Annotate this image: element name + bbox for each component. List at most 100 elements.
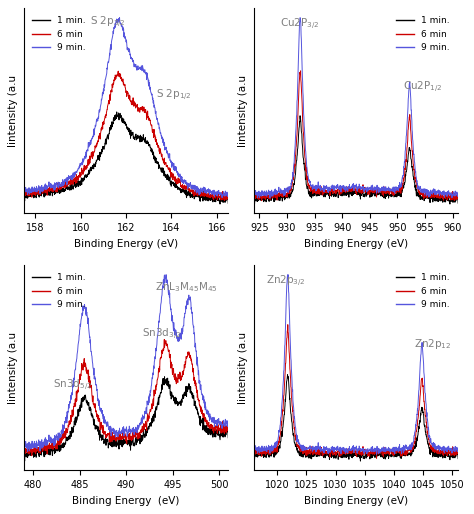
Legend: 1 min., 6 min, 9 min.: 1 min., 6 min, 9 min. [392,13,454,56]
6 min [198,404,203,410]
6 min [382,449,387,455]
1 min. [146,426,151,432]
9 min. [163,271,169,278]
1 min. [297,113,303,119]
6 min [34,190,39,196]
Text: Zn2p$_{12}$: Zn2p$_{12}$ [414,337,452,352]
Text: Cu2P$_{3/2}$: Cu2P$_{3/2}$ [281,16,320,31]
6 min [428,193,433,199]
6 min [176,179,182,186]
9 min. [152,102,157,108]
1 min. [406,145,412,152]
9 min. [117,14,122,21]
9 min. [152,359,157,365]
1 min. [370,192,375,198]
9 min. [382,446,387,452]
1 min. [406,450,412,456]
Text: S 2p$_{3/2}$: S 2p$_{3/2}$ [90,14,126,29]
Line: 6 min: 6 min [254,71,458,200]
6 min [152,132,157,138]
1 min. [264,453,269,460]
6 min [34,444,39,450]
9 min. [264,188,269,194]
6 min [370,451,375,457]
6 min [140,429,146,435]
1 min. [370,453,376,459]
6 min [146,415,151,421]
X-axis label: Binding Energy (eV): Binding Energy (eV) [304,238,408,249]
9 min. [382,185,387,191]
1 min. [251,193,256,199]
Line: 6 min: 6 min [24,71,228,200]
1 min. [428,451,433,457]
1 min. [375,191,381,197]
Text: Sn3d$_{5/2}$: Sn3d$_{5/2}$ [53,378,92,393]
6 min [406,445,412,451]
9 min. [375,189,381,195]
1 min. [264,198,269,204]
1 min. [114,109,119,115]
6 min [176,373,182,379]
Y-axis label: lintensity (a.u: lintensity (a.u [238,332,248,404]
Line: 9 min.: 9 min. [24,274,228,451]
1 min. [251,449,256,455]
9 min. [374,451,379,457]
9 min. [140,64,146,70]
9 min. [370,445,375,451]
9 min. [428,193,433,199]
9 min. [297,14,303,21]
9 min. [370,184,376,190]
1 min. [146,140,151,146]
6 min [226,194,231,200]
9 min. [226,420,231,426]
9 min. [219,195,225,201]
Line: 1 min.: 1 min. [254,116,458,204]
6 min [264,450,269,456]
1 min. [427,193,433,199]
9 min. [456,446,461,452]
6 min [456,449,461,455]
1 min. [152,411,157,417]
Line: 9 min.: 9 min. [254,17,458,198]
Line: 1 min.: 1 min. [24,377,228,461]
1 min. [382,452,387,458]
6 min [298,68,303,74]
X-axis label: Binding Energy  (eV): Binding Energy (eV) [73,495,180,506]
Line: 1 min.: 1 min. [254,375,458,461]
6 min [21,448,27,454]
1 min. [21,447,27,453]
6 min [226,425,231,431]
Legend: 1 min., 6 min, 9 min.: 1 min., 6 min, 9 min. [392,270,454,313]
Text: Cu2P$_{1/2}$: Cu2P$_{1/2}$ [403,80,442,95]
1 min. [217,201,223,207]
6 min [251,194,256,200]
9 min. [198,387,203,393]
9 min. [176,174,182,180]
9 min. [406,444,412,450]
9 min. [146,400,151,406]
6 min [29,453,35,459]
Text: Zn2p$_{3/2}$: Zn2p$_{3/2}$ [266,273,306,288]
Legend: 1 min., 6 min, 9 min.: 1 min., 6 min, 9 min. [28,13,90,56]
6 min [197,192,203,198]
Y-axis label: lintensity (a.u: lintensity (a.u [9,332,18,404]
Line: 9 min.: 9 min. [24,17,228,198]
Text: ZnL$_3$M$_{45}$M$_{45}$: ZnL$_3$M$_{45}$M$_{45}$ [155,280,218,293]
X-axis label: Binding Energy (eV): Binding Energy (eV) [74,238,178,249]
1 min. [357,458,363,464]
1 min. [21,190,27,196]
Line: 9 min.: 9 min. [254,274,458,454]
Text: Sn3d$_{3/2}$: Sn3d$_{3/2}$ [142,327,181,342]
9 min. [34,444,39,450]
9 min. [146,78,151,84]
9 min. [176,334,182,340]
6 min [115,68,121,74]
6 min [375,450,381,456]
6 min [259,197,264,204]
1 min. [176,185,182,191]
1 min. [22,458,27,464]
9 min. [285,271,291,278]
6 min [428,442,433,448]
9 min. [21,444,27,450]
6 min [21,191,27,197]
